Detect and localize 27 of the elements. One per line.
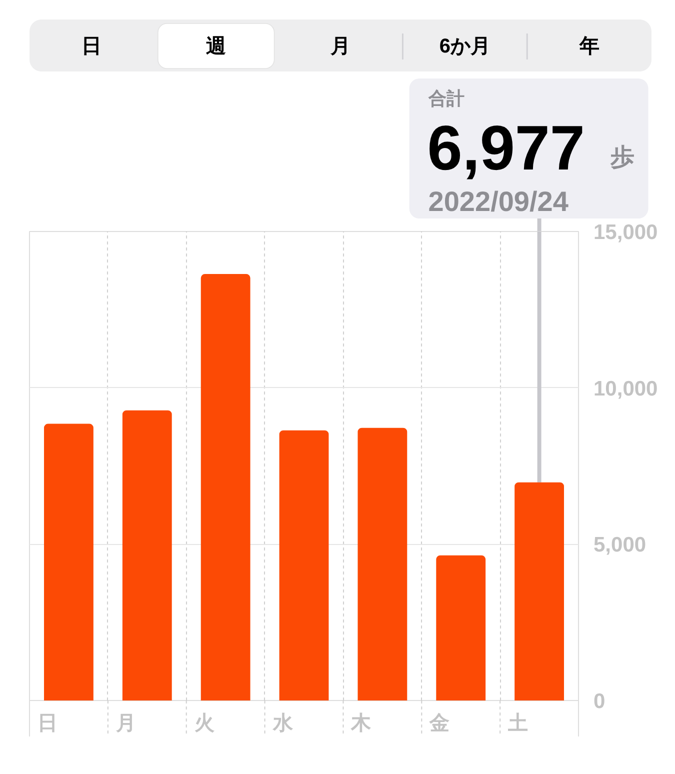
bar (122, 410, 172, 700)
text: 6か月 (439, 36, 490, 58)
x-tick-label: 金 (428, 712, 450, 734)
text: 年 (578, 36, 600, 58)
bar (358, 428, 408, 700)
x-tick-label: 月 (114, 712, 136, 734)
text: 月 (330, 36, 350, 58)
bar (44, 424, 94, 700)
text: 週 (205, 36, 226, 58)
x-tick-label: 水 (272, 712, 294, 734)
bar (514, 482, 564, 700)
data-label: 6,977 (427, 114, 585, 184)
y-tick-label: 15,000 (594, 221, 658, 244)
x-tick-label: 火 (194, 712, 216, 734)
x-tick-label: 木 (350, 712, 372, 734)
y-tick-label: 5,000 (594, 534, 646, 557)
x-tick-label: 日 (38, 712, 58, 734)
bar (200, 274, 250, 700)
bar (279, 430, 329, 700)
text: 歩 (609, 144, 634, 171)
y-tick-label: 0 (594, 690, 606, 713)
text: 合計 (427, 88, 464, 108)
x-tick-label: 土 (507, 712, 528, 734)
text: 日 (82, 36, 102, 58)
bar (436, 555, 486, 700)
text: 2022/09/24 (428, 186, 569, 217)
y-tick-label: 10,000 (594, 377, 658, 400)
